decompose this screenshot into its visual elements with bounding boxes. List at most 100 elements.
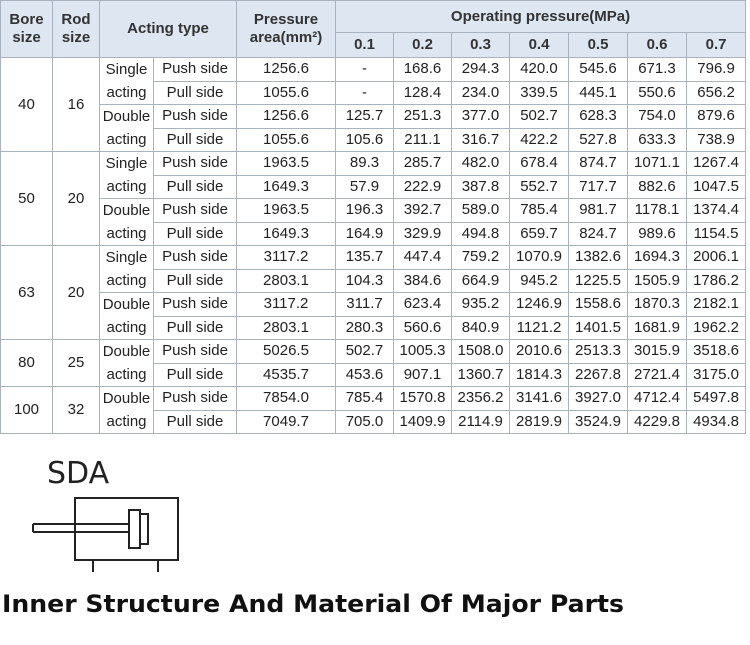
force-cell: 545.6 — [568, 57, 628, 82]
force-cell: 527.8 — [568, 127, 628, 152]
model-label: SDA — [47, 456, 110, 491]
side-cell: Pull side — [153, 268, 237, 293]
side-cell: Push side — [153, 386, 237, 411]
force-cell: 164.9 — [335, 221, 394, 246]
data-row: 63 20 Single acting Push side 3117.2 135.7 447… — [0, 245, 747, 340]
force-cell: 552.7 — [509, 174, 569, 199]
force-cell: 2114.9 — [451, 409, 510, 434]
force-cell: 2721.4 — [627, 362, 687, 387]
force-cell: 1409.9 — [393, 409, 452, 434]
side-cell: Pull side — [153, 362, 237, 387]
header-row: 0.1 0.2 0.3 0.4 0.5 0.6 0.7 — [1, 32, 747, 58]
force-cell: 128.4 — [393, 80, 452, 105]
rod-cell: 32 — [52, 386, 100, 434]
area-cell: 1256.6 — [236, 104, 336, 129]
force-cell: 104.3 — [335, 268, 394, 293]
acting-cell: Single acting — [99, 57, 154, 105]
force-cell: 1505.9 — [627, 268, 687, 293]
force-cell: 754.0 — [627, 104, 687, 129]
data-row: Pull side 1055.6-128.4 234.0 339.5 445.1 550.… — [1, 80, 747, 105]
data-row: Pull side 2803.1 104.3 384.6 664.9 945.2 1225.… — [1, 268, 747, 293]
data-row: Pull side 1649.3 57.9 222.9 387.8 552.7 717.7 8… — [1, 174, 747, 199]
force-cell: - — [335, 80, 394, 105]
force-cell: 2356.2 — [451, 386, 510, 411]
area-cell: 3117.2 — [236, 292, 336, 317]
force-cell: 1070.9 — [509, 245, 569, 270]
rod-cell: 20 — [52, 151, 100, 246]
force-cell: 2819.9 — [509, 409, 569, 434]
area-cell: 1256.6 — [236, 57, 336, 82]
force-cell: 824.7 — [568, 221, 628, 246]
force-cell: 2006.1 — [685, 245, 747, 270]
area-cell: 1055.6 — [236, 127, 336, 152]
area-cell: 2803.1 — [236, 315, 336, 340]
force-cell: 560.6 — [393, 315, 452, 340]
area-cell: 5026.5 — [236, 339, 336, 364]
force-cell: 1401.5 — [568, 315, 628, 340]
force-cell: - — [335, 57, 394, 82]
acting-cell: Double acting — [99, 292, 154, 340]
force-cell: 494.8 — [451, 221, 510, 246]
header-cell: Acting type — [99, 0, 237, 58]
bore-cell: 63 — [0, 245, 53, 340]
side-cell: Pull side — [153, 127, 237, 152]
force-cell: 2010.6 — [509, 339, 569, 364]
force-cell: 329.9 — [393, 221, 452, 246]
force-cell: 738.9 — [685, 127, 747, 152]
force-cell: 1047.5 — [685, 174, 747, 199]
side-cell: Pull side — [153, 80, 237, 105]
force-cell: 196.3 — [335, 198, 394, 223]
area-cell: 4535.7 — [236, 362, 336, 387]
acting-cell: Single acting — [99, 151, 154, 199]
force-cell: 3015.9 — [627, 339, 687, 364]
force-cell: 671.3 — [627, 57, 687, 82]
side-cell: Pull side — [153, 221, 237, 246]
header-cell: Rod size — [52, 0, 100, 58]
pressure-header: 0.1 — [335, 32, 394, 58]
area-cell: 2803.1 — [236, 268, 336, 293]
pressure-header: 0.2 — [393, 32, 452, 58]
force-cell: 311.7 — [335, 292, 394, 317]
force-cell: 1246.9 — [509, 292, 569, 317]
force-cell: 294.3 — [451, 57, 510, 82]
area-cell: 7854.0 — [236, 386, 336, 411]
force-cell: 1786.2 — [685, 268, 747, 293]
force-cell: 1870.3 — [627, 292, 687, 317]
force-cell: 89.3 — [335, 151, 394, 176]
data-row: Pull side 4535.7 453.6 907.1 1360.7 1814.3 226… — [1, 362, 747, 387]
force-cell: 1681.9 — [627, 315, 687, 340]
side-cell: Push side — [153, 292, 237, 317]
force-cell: 57.9 — [335, 174, 394, 199]
data-row: Double acting Push side 1256.6 125.7 251.3 37… — [1, 104, 747, 152]
force-cell: 280.3 — [335, 315, 394, 340]
side-cell: Pull side — [153, 409, 237, 434]
pressure-header: 0.6 — [627, 32, 687, 58]
side-cell: Push side — [153, 339, 237, 364]
force-cell: 384.6 — [393, 268, 452, 293]
force-cell: 234.0 — [451, 80, 510, 105]
force-cell: 502.7 — [509, 104, 569, 129]
force-cell: 664.9 — [451, 268, 510, 293]
force-cell: 550.6 — [627, 80, 687, 105]
header-cell: Pressure area(mm²) — [236, 0, 336, 58]
side-cell: Push side — [153, 245, 237, 270]
force-cell: 3524.9 — [568, 409, 628, 434]
force-cell: 785.4 — [509, 198, 569, 223]
force-cell: 1570.8 — [393, 386, 452, 411]
force-cell: 135.7 — [335, 245, 394, 270]
force-cell: 5497.8 — [685, 386, 747, 411]
force-cell: 1962.2 — [685, 315, 747, 340]
force-cell: 1154.5 — [685, 221, 747, 246]
force-cell: 879.6 — [685, 104, 747, 129]
force-cell: 1360.7 — [451, 362, 510, 387]
pressure-header: 0.4 — [509, 32, 569, 58]
acting-cell: Double acting — [99, 104, 154, 152]
data-row: Double acting Push side 3117.2 311.7 623.4 93… — [1, 292, 747, 340]
force-cell: 2513.3 — [568, 339, 628, 364]
force-cell: 251.3 — [393, 104, 452, 129]
force-cell: 796.9 — [685, 57, 747, 82]
force-cell: 705.0 — [335, 409, 394, 434]
force-cell: 377.0 — [451, 104, 510, 129]
section-title: Inner Structure And Material Of Major Pa… — [2, 590, 624, 618]
